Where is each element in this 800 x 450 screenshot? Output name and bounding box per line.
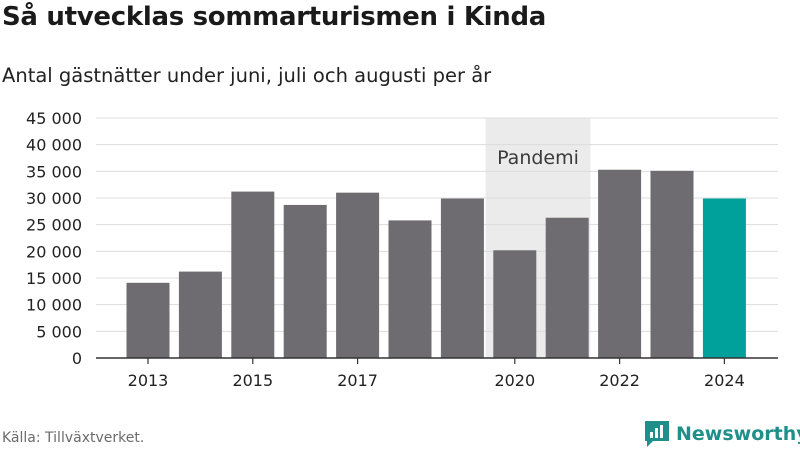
bar-2021: [545, 217, 589, 358]
bar-2022: [598, 169, 642, 358]
bar-2017: [336, 192, 380, 358]
x-tick-label: 2020: [494, 371, 535, 390]
source-note: Källa: Tillväxtverket.: [2, 430, 145, 446]
x-tick-label: 2013: [128, 371, 169, 390]
newsworthy-logo-icon: [645, 421, 669, 447]
y-tick-label: 0: [72, 349, 82, 368]
brand-logo: Newsworthy: [644, 420, 800, 448]
bar-2024: [702, 198, 746, 358]
bar-2014: [178, 271, 222, 358]
bar-2015: [231, 191, 275, 358]
chart-title: Så utvecklas sommarturismen i Kinda: [2, 2, 547, 32]
y-tick-label: 25 000: [26, 216, 82, 235]
y-tick-label: 40 000: [26, 136, 82, 155]
x-tick-label: 2022: [599, 371, 640, 390]
bar-2020: [493, 250, 537, 358]
bar-2018: [388, 220, 432, 358]
y-tick-label: 10 000: [26, 296, 82, 315]
bar-2016: [283, 204, 327, 358]
y-tick-label: 45 000: [26, 109, 82, 128]
bar-2019: [440, 198, 484, 358]
x-tick-label: 2017: [337, 371, 378, 390]
x-tick-label: 2024: [704, 371, 745, 390]
y-tick-label: 20 000: [26, 242, 82, 261]
brand-name: Newsworthy: [676, 423, 800, 445]
chart-subtitle: Antal gästnätter under juni, juli och au…: [2, 64, 492, 87]
y-tick-label: 15 000: [26, 269, 82, 288]
annotation-label: Pandemi: [497, 147, 579, 169]
y-tick-label: 35 000: [26, 162, 82, 181]
x-tick-label: 2015: [232, 371, 273, 390]
bar-2013: [126, 282, 170, 358]
bar-2023: [650, 170, 694, 358]
y-tick-label: 5 000: [36, 322, 82, 341]
y-tick-label: 30 000: [26, 189, 82, 208]
